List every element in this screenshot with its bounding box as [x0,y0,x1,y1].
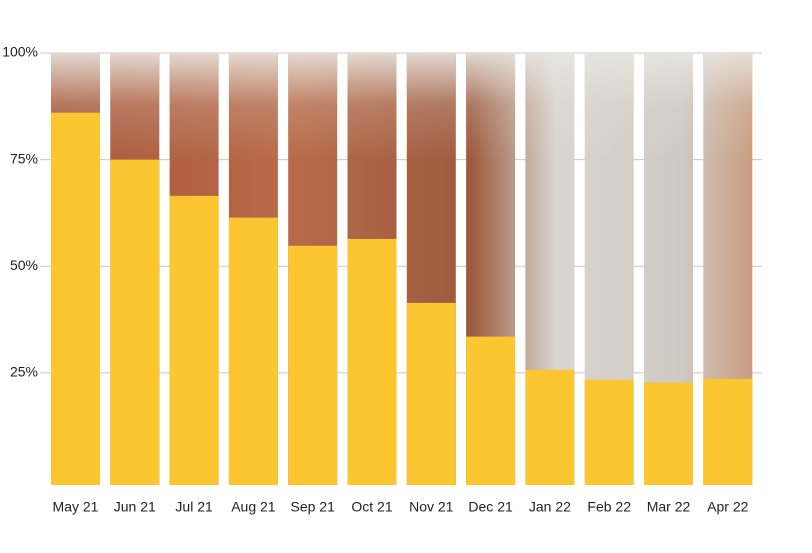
x-tick-label: Nov 21 [409,499,454,515]
x-tick-label: Jul 21 [175,499,213,515]
y-tick-label: 50% [10,257,38,273]
bar [288,245,338,485]
bar [51,112,100,486]
x-tick-label: Apr 22 [707,499,748,515]
x-tick-label: Mar 22 [647,499,691,515]
x-tick-label: May 21 [53,499,99,515]
x-tick-label: Oct 21 [351,499,392,515]
x-tick-label: Feb 22 [587,499,631,515]
x-tick-label: Jun 21 [114,499,156,515]
bar [703,378,753,485]
y-tick-label: 75% [10,150,38,166]
bar [110,159,160,485]
bar [584,379,634,485]
grid [40,52,762,374]
bar [644,382,693,485]
bar [228,217,278,485]
columns [51,53,753,486]
bar [347,238,397,485]
bar [406,302,456,485]
y-tick-label: 25% [10,364,38,380]
x-tick-label: Dec 21 [468,499,513,515]
bar [466,336,516,485]
y-tick-label: 100% [2,44,38,60]
bar [525,369,575,485]
bar [169,195,219,485]
x-tick-label: Aug 21 [231,499,276,515]
x-tick-label: Sep 21 [291,499,336,515]
x-tick-label: Jan 22 [529,499,571,515]
